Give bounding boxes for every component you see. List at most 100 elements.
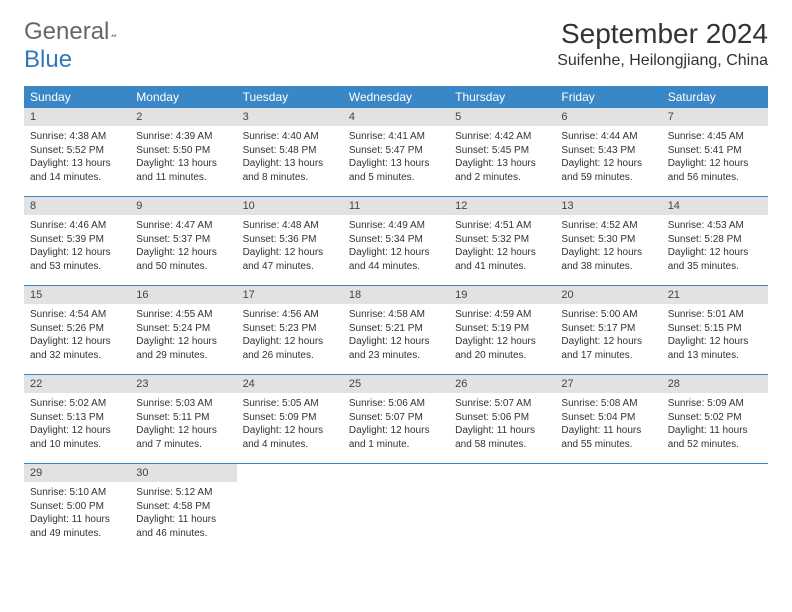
day-day1: Daylight: 12 hours bbox=[668, 246, 762, 260]
day-sunset: Sunset: 5:32 PM bbox=[455, 233, 549, 247]
day-data-cell: Sunrise: 5:03 AMSunset: 5:11 PMDaylight:… bbox=[130, 393, 236, 464]
page-header: General September 2024 Suifenhe, Heilong… bbox=[24, 18, 768, 70]
day-number-cell: 20 bbox=[555, 286, 661, 305]
day-sunrise: Sunrise: 5:06 AM bbox=[349, 397, 443, 411]
day-sunrise: Sunrise: 4:39 AM bbox=[136, 130, 230, 144]
day-sunrise: Sunrise: 5:02 AM bbox=[30, 397, 124, 411]
day-sunset: Sunset: 5:13 PM bbox=[30, 411, 124, 425]
day-number-cell bbox=[449, 464, 555, 483]
day-number-cell: 2 bbox=[130, 108, 236, 126]
day-sunset: Sunset: 5:41 PM bbox=[668, 144, 762, 158]
day-sunset: Sunset: 5:06 PM bbox=[455, 411, 549, 425]
weekday-header: Wednesday bbox=[343, 86, 449, 108]
day-number-cell: 23 bbox=[130, 375, 236, 394]
day-sunset: Sunset: 5:52 PM bbox=[30, 144, 124, 158]
day-day2: and 14 minutes. bbox=[30, 171, 124, 185]
day-sunset: Sunset: 5:17 PM bbox=[561, 322, 655, 336]
day-day2: and 11 minutes. bbox=[136, 171, 230, 185]
day-data-cell bbox=[343, 482, 449, 552]
day-sunrise: Sunrise: 4:51 AM bbox=[455, 219, 549, 233]
day-day1: Daylight: 12 hours bbox=[455, 335, 549, 349]
day-number-cell: 4 bbox=[343, 108, 449, 126]
day-sunrise: Sunrise: 5:01 AM bbox=[668, 308, 762, 322]
day-sunset: Sunset: 5:21 PM bbox=[349, 322, 443, 336]
day-data-cell: Sunrise: 4:45 AMSunset: 5:41 PMDaylight:… bbox=[662, 126, 768, 197]
day-day1: Daylight: 12 hours bbox=[668, 335, 762, 349]
logo: General bbox=[24, 18, 141, 46]
day-sunrise: Sunrise: 4:58 AM bbox=[349, 308, 443, 322]
day-day1: Daylight: 12 hours bbox=[243, 335, 337, 349]
day-day2: and 29 minutes. bbox=[136, 349, 230, 363]
day-sunset: Sunset: 5:43 PM bbox=[561, 144, 655, 158]
day-sunrise: Sunrise: 4:47 AM bbox=[136, 219, 230, 233]
day-data-cell: Sunrise: 5:07 AMSunset: 5:06 PMDaylight:… bbox=[449, 393, 555, 464]
weekday-header: Thursday bbox=[449, 86, 555, 108]
day-data-cell: Sunrise: 5:00 AMSunset: 5:17 PMDaylight:… bbox=[555, 304, 661, 375]
day-sunset: Sunset: 5:11 PM bbox=[136, 411, 230, 425]
day-sunrise: Sunrise: 4:48 AM bbox=[243, 219, 337, 233]
day-day2: and 52 minutes. bbox=[668, 438, 762, 452]
day-day2: and 46 minutes. bbox=[136, 527, 230, 541]
day-sunrise: Sunrise: 5:03 AM bbox=[136, 397, 230, 411]
day-day2: and 23 minutes. bbox=[349, 349, 443, 363]
day-sunset: Sunset: 5:09 PM bbox=[243, 411, 337, 425]
day-day1: Daylight: 13 hours bbox=[30, 157, 124, 171]
day-data-cell: Sunrise: 4:46 AMSunset: 5:39 PMDaylight:… bbox=[24, 215, 130, 286]
day-number-cell: 24 bbox=[237, 375, 343, 394]
day-data-cell: Sunrise: 4:59 AMSunset: 5:19 PMDaylight:… bbox=[449, 304, 555, 375]
day-data-cell: Sunrise: 5:08 AMSunset: 5:04 PMDaylight:… bbox=[555, 393, 661, 464]
day-day2: and 49 minutes. bbox=[30, 527, 124, 541]
day-sunrise: Sunrise: 4:49 AM bbox=[349, 219, 443, 233]
day-day1: Daylight: 13 hours bbox=[136, 157, 230, 171]
day-sunrise: Sunrise: 4:54 AM bbox=[30, 308, 124, 322]
day-sunrise: Sunrise: 4:45 AM bbox=[668, 130, 762, 144]
day-day2: and 53 minutes. bbox=[30, 260, 124, 274]
day-data-cell: Sunrise: 5:10 AMSunset: 5:00 PMDaylight:… bbox=[24, 482, 130, 552]
day-sunrise: Sunrise: 4:44 AM bbox=[561, 130, 655, 144]
day-day2: and 10 minutes. bbox=[30, 438, 124, 452]
day-sunset: Sunset: 5:00 PM bbox=[30, 500, 124, 514]
day-sunrise: Sunrise: 5:10 AM bbox=[30, 486, 124, 500]
day-number-cell: 1 bbox=[24, 108, 130, 126]
day-day1: Daylight: 12 hours bbox=[561, 335, 655, 349]
day-number-cell: 21 bbox=[662, 286, 768, 305]
day-sunset: Sunset: 5:26 PM bbox=[30, 322, 124, 336]
day-sunrise: Sunrise: 4:46 AM bbox=[30, 219, 124, 233]
day-day1: Daylight: 12 hours bbox=[561, 157, 655, 171]
day-day2: and 44 minutes. bbox=[349, 260, 443, 274]
day-day1: Daylight: 11 hours bbox=[30, 513, 124, 527]
day-sunset: Sunset: 5:30 PM bbox=[561, 233, 655, 247]
day-number-cell bbox=[237, 464, 343, 483]
day-number-cell: 14 bbox=[662, 197, 768, 216]
day-day2: and 17 minutes. bbox=[561, 349, 655, 363]
day-sunrise: Sunrise: 4:59 AM bbox=[455, 308, 549, 322]
day-number-cell: 22 bbox=[24, 375, 130, 394]
day-sunrise: Sunrise: 5:07 AM bbox=[455, 397, 549, 411]
day-number-cell: 26 bbox=[449, 375, 555, 394]
day-day2: and 59 minutes. bbox=[561, 171, 655, 185]
day-number-cell: 18 bbox=[343, 286, 449, 305]
day-sunset: Sunset: 5:15 PM bbox=[668, 322, 762, 336]
day-sunset: Sunset: 5:34 PM bbox=[349, 233, 443, 247]
day-data-cell: Sunrise: 4:44 AMSunset: 5:43 PMDaylight:… bbox=[555, 126, 661, 197]
day-day1: Daylight: 12 hours bbox=[136, 335, 230, 349]
day-day2: and 2 minutes. bbox=[455, 171, 549, 185]
day-data-cell bbox=[555, 482, 661, 552]
day-sunset: Sunset: 5:45 PM bbox=[455, 144, 549, 158]
day-day1: Daylight: 12 hours bbox=[136, 424, 230, 438]
day-number-cell: 13 bbox=[555, 197, 661, 216]
title-block: September 2024 Suifenhe, Heilongjiang, C… bbox=[557, 18, 768, 70]
day-day1: Daylight: 12 hours bbox=[243, 246, 337, 260]
day-data-cell bbox=[662, 482, 768, 552]
day-data-cell: Sunrise: 4:39 AMSunset: 5:50 PMDaylight:… bbox=[130, 126, 236, 197]
day-sunset: Sunset: 5:02 PM bbox=[668, 411, 762, 425]
day-day2: and 47 minutes. bbox=[243, 260, 337, 274]
day-number-cell bbox=[662, 464, 768, 483]
day-data-cell: Sunrise: 4:58 AMSunset: 5:21 PMDaylight:… bbox=[343, 304, 449, 375]
day-day1: Daylight: 12 hours bbox=[349, 424, 443, 438]
day-data-cell: Sunrise: 5:01 AMSunset: 5:15 PMDaylight:… bbox=[662, 304, 768, 375]
day-data-cell: Sunrise: 5:12 AMSunset: 4:58 PMDaylight:… bbox=[130, 482, 236, 552]
day-day1: Daylight: 12 hours bbox=[349, 335, 443, 349]
logo-sail-icon bbox=[111, 16, 116, 30]
day-data-cell bbox=[449, 482, 555, 552]
